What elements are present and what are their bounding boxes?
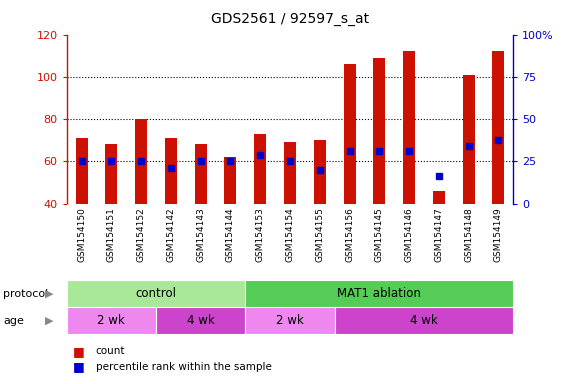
Bar (75, 138, 88, 204)
Text: 4 wk: 4 wk (410, 314, 438, 327)
Text: GSM154144: GSM154144 (226, 207, 235, 262)
Text: GSM154154: GSM154154 (285, 207, 295, 262)
Text: GSM154148: GSM154148 (464, 207, 473, 262)
Text: GSM154156: GSM154156 (345, 207, 354, 262)
Bar (314, 140, 326, 204)
Bar (195, 144, 206, 204)
Bar (403, 51, 415, 204)
Bar (245, 280, 513, 307)
Bar (67, 307, 156, 334)
Text: ■: ■ (72, 360, 84, 373)
Text: GSM154147: GSM154147 (434, 207, 443, 262)
Bar (463, 74, 474, 204)
Text: ■: ■ (72, 345, 84, 358)
Text: GSM154149: GSM154149 (494, 207, 503, 262)
Text: GSM154155: GSM154155 (316, 207, 324, 262)
Bar (492, 51, 505, 204)
Text: ▶: ▶ (45, 316, 53, 326)
Bar (335, 307, 513, 334)
Bar (165, 138, 177, 204)
Text: GSM154146: GSM154146 (405, 207, 414, 262)
Bar (67, 280, 245, 307)
Text: 2 wk: 2 wk (276, 314, 304, 327)
Text: GSM154152: GSM154152 (137, 207, 146, 262)
Text: count: count (96, 346, 125, 356)
Text: GDS2561 / 92597_s_at: GDS2561 / 92597_s_at (211, 12, 369, 25)
Bar (254, 134, 266, 204)
Bar (224, 157, 237, 204)
Text: protocol: protocol (3, 289, 48, 299)
Text: age: age (3, 316, 24, 326)
Text: GSM154142: GSM154142 (166, 207, 175, 262)
Bar (106, 144, 117, 204)
Text: ▶: ▶ (45, 289, 53, 299)
Text: control: control (136, 287, 176, 300)
Text: GSM154143: GSM154143 (196, 207, 205, 262)
Text: GSM154151: GSM154151 (107, 207, 116, 262)
Text: GSM154150: GSM154150 (77, 207, 86, 262)
Bar (343, 64, 356, 204)
Text: 2 wk: 2 wk (97, 314, 125, 327)
Bar (374, 58, 385, 204)
Bar (433, 191, 445, 204)
Text: MAT1 ablation: MAT1 ablation (338, 287, 421, 300)
Text: GSM154145: GSM154145 (375, 207, 384, 262)
Text: percentile rank within the sample: percentile rank within the sample (96, 362, 271, 372)
Bar (284, 142, 296, 204)
Bar (135, 119, 147, 204)
Text: GSM154153: GSM154153 (256, 207, 264, 262)
Bar (156, 307, 245, 334)
Bar (245, 307, 335, 334)
Text: 4 wk: 4 wk (187, 314, 215, 327)
